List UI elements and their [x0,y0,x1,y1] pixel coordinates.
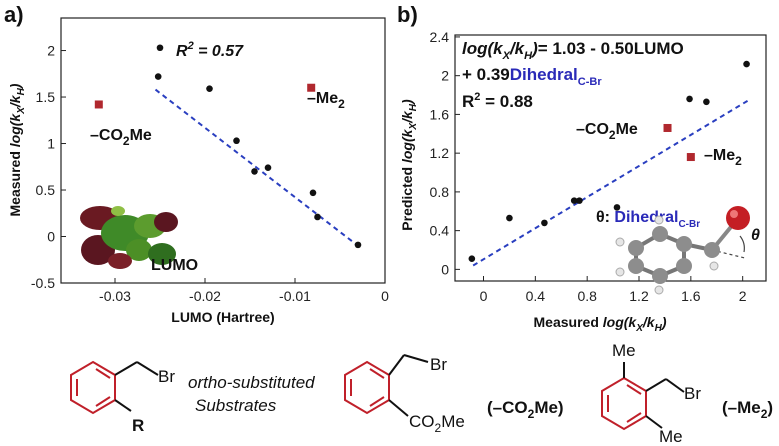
data-point [354,241,362,249]
structure-ester-label: (–CO2Me) [487,398,564,421]
data-point [541,219,548,227]
data-point [576,197,583,204]
panel-b-equation-line1: log(kX/kH)= 1.03 - 0.50LUMO [462,39,684,62]
y-tick-label: 1 [47,136,55,152]
y-tick-label: 0.8 [430,184,450,200]
data-point [206,85,213,92]
data-point [703,98,710,106]
panel-a-ylabel: Measured log(kX/kH) [7,83,27,216]
panel-a-xlabel: LUMO (Hartree) [171,309,274,325]
panel-b-outliers [663,123,695,162]
structure-dimethyl-me-bottom: Me [659,427,683,446]
data-point [686,95,693,103]
x-tick-label: -0.03 [99,288,131,304]
x-tick-label: 0 [480,288,488,304]
y-tick-label: 0.5 [36,182,56,198]
y-tick-label: 2 [47,43,55,59]
panel-a-outliers [94,83,316,109]
data-point [233,137,240,145]
panel-a-label: a) [4,2,24,27]
structure-general-caption-2: Substrates [195,396,277,415]
x-tick-label: 1.6 [681,288,701,304]
y-tick-label: 1.2 [430,145,450,161]
data-point [154,73,162,80]
outlier-point [307,83,316,92]
x-tick-label: 1.2 [629,288,649,304]
data-point [613,204,621,211]
structure-dimethyl [601,362,685,431]
lumo-inset-label: LUMO [151,257,198,274]
y-tick-label: -0.5 [31,275,55,291]
data-point [251,168,258,175]
y-tick-label: 0.4 [430,223,450,239]
panel-b-ylabel: Predicted log(kX/kH) [399,99,419,231]
panel-a-r2: R2 = 0.57 [176,40,244,60]
structure-ester-co2me: CO2Me [409,412,465,435]
data-point [506,214,513,222]
panel-b-ticks: 0 0.4 0.8 1.2 1.6 2 0 0.4 0.8 1.2 1.6 2 2.4 [430,29,747,304]
structure-dimethyl-br: Br [684,384,701,403]
y-tick-label: 2 [441,68,449,84]
data-point [156,44,164,52]
panel-a-outlier-label-me2: –Me2 [307,90,345,111]
structure-general-br: Br [158,367,175,386]
panel-b-points [468,60,750,263]
panel-a-points [154,44,362,249]
data-point [264,164,272,172]
panel-b-fit-line [472,99,750,267]
panel-b-outlier-label-co2me: –CO2Me [576,121,638,142]
structure-dimethyl-me-top: Me [612,341,636,360]
x-tick-label: -0.02 [189,288,221,304]
data-point [309,189,317,197]
y-tick-label: 0 [441,261,449,277]
panel-a-outlier-label-co2me: –CO2Me [90,127,152,148]
data-point [743,60,750,68]
data-point [314,213,321,221]
structure-general-r: R [132,416,144,435]
panel-b-xlabel: Measured log(kX/kH) [534,314,667,334]
outlier-point [663,123,672,132]
panel-a-fit-line [154,88,359,247]
x-tick-label: 0 [381,288,389,304]
y-tick-label: 1.5 [36,89,56,105]
dihedral-inset-label: θ: DihedralC-Br [596,209,700,230]
structure-dimethyl-label: (–Me2) [722,398,773,421]
panel-b-outlier-label-me2: –Me2 [704,147,742,168]
y-tick-label: 1.6 [430,106,450,122]
y-tick-label: 2.4 [430,29,450,45]
dihedral-molecule-image [615,206,750,295]
x-tick-label: 0.8 [577,288,597,304]
theta-symbol: θ [751,227,760,244]
panel-b-r2: R2 = 0.88 [462,91,533,111]
y-tick-label: 0 [47,229,55,245]
x-tick-label: 0.4 [526,288,546,304]
outlier-point [686,153,695,162]
panel-a-ticks: -0.03 -0.02 -0.01 0 -0.5 0 0.5 1 1.5 2 [31,43,389,304]
lumo-orbital-image [80,206,178,269]
outlier-point [94,100,103,109]
x-tick-label: -0.01 [279,288,311,304]
panel-b-frame [454,34,767,282]
data-point [468,255,476,263]
panel-b-label: b) [397,2,418,27]
x-tick-label: 2 [739,288,747,304]
panel-b-equation-line2: + 0.39DihedralC-Br [462,65,602,88]
structure-ester [344,354,429,417]
structure-general-caption-1: ortho-substituted [188,373,315,392]
structure-general [70,360,159,415]
data-point [570,197,578,204]
structure-ester-br: Br [430,355,447,374]
panel-a-frame [60,17,386,284]
